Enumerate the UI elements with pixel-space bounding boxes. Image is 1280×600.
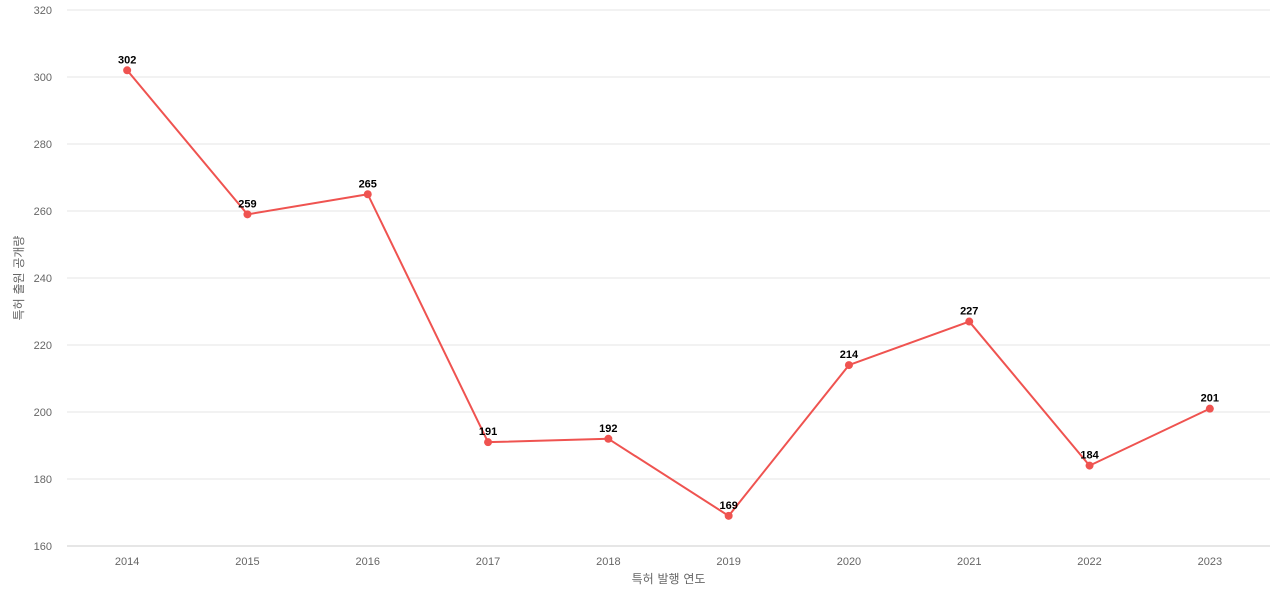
data-label: 227: [960, 306, 978, 318]
data-labels: 302 259 265 191 192 169 214 227 184 201: [118, 54, 1219, 512]
x-tick-label: 2016: [356, 556, 380, 568]
y-tick-label: 220: [34, 340, 52, 352]
y-tick-label: 260: [34, 206, 52, 218]
x-tick-label: 2022: [1077, 556, 1101, 568]
data-point[interactable]: [123, 66, 132, 75]
data-point[interactable]: [604, 434, 613, 443]
y-tick-label: 160: [34, 541, 52, 553]
data-label: 184: [1080, 450, 1099, 462]
y-tick-label: 200: [34, 407, 52, 419]
y-axis-title: 특허 출원 공개량: [12, 236, 26, 321]
grid: [67, 9, 1270, 480]
y-tick-label: 180: [34, 474, 52, 486]
data-point[interactable]: [844, 361, 853, 370]
y-tick-label: 300: [34, 72, 52, 84]
data-point[interactable]: [1205, 404, 1214, 413]
data-label: 259: [238, 198, 256, 210]
x-tick-label: 2017: [476, 556, 500, 568]
x-tick-label: 2018: [596, 556, 620, 568]
data-label: 265: [359, 178, 377, 190]
data-label: 191: [479, 426, 497, 438]
x-axis: 2014 2015 2016 2017 2018 2019 2020 2021 2022 2023: [67, 545, 1270, 568]
data-label: 302: [118, 54, 136, 66]
y-tick-label: 320: [34, 5, 52, 17]
data-label: 169: [719, 500, 737, 512]
x-tick-label: 2014: [115, 556, 139, 568]
data-point[interactable]: [724, 511, 733, 520]
data-point[interactable]: [965, 317, 974, 326]
x-tick-label: 2021: [957, 556, 981, 568]
x-tick-label: 2019: [716, 556, 740, 568]
x-tick-label: 2015: [235, 556, 259, 568]
data-point[interactable]: [484, 438, 493, 447]
data-label: 201: [1201, 393, 1219, 405]
data-label: 192: [599, 423, 617, 435]
data-point[interactable]: [243, 210, 252, 219]
y-tick-label: 280: [34, 139, 52, 151]
series-line: [126, 69, 1211, 517]
x-axis-title: 특허 발행 연도: [632, 571, 706, 586]
series-layer: [123, 66, 1214, 520]
data-point[interactable]: [1085, 461, 1094, 470]
x-tick-label: 2023: [1198, 556, 1222, 568]
y-tick-label: 240: [34, 273, 52, 285]
data-point[interactable]: [363, 190, 372, 199]
x-tick-label: 2020: [837, 556, 861, 568]
y-axis: 160 180 200 220 240 260 280 300 320: [34, 5, 52, 553]
data-label: 214: [840, 349, 859, 361]
